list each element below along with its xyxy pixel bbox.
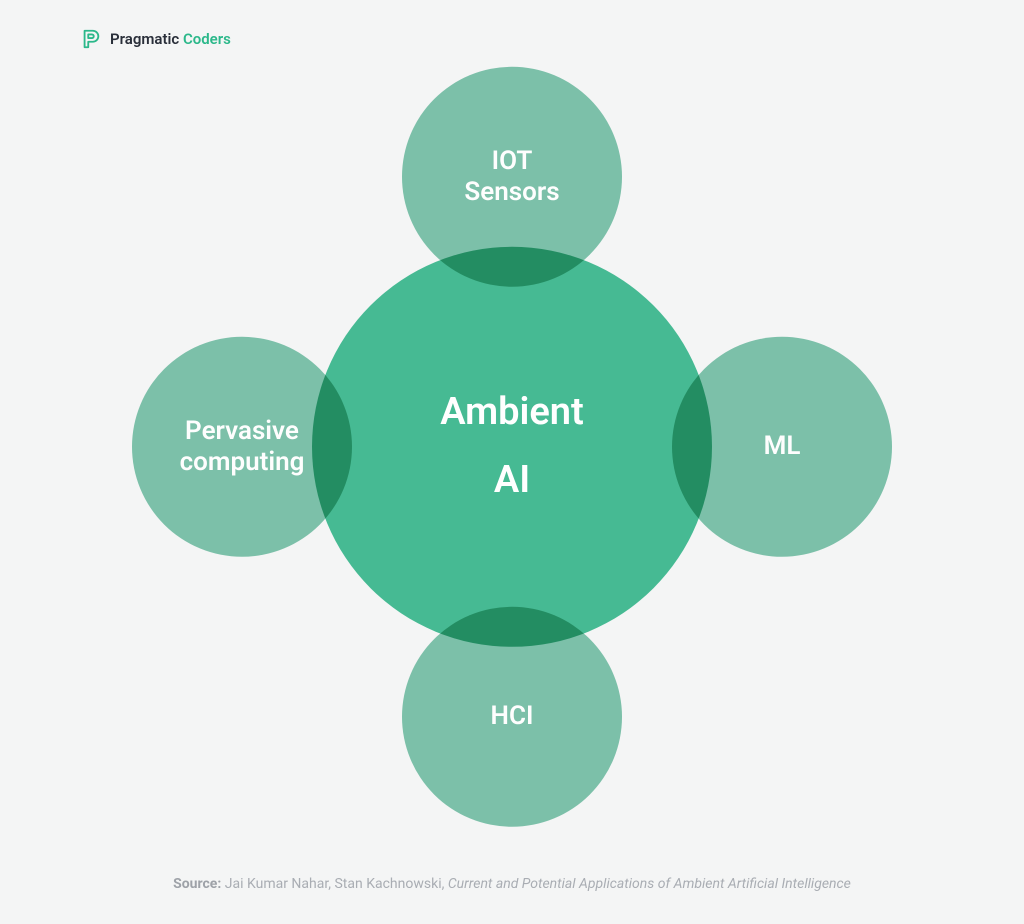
- circle-label-line1: HCI: [491, 701, 534, 732]
- circle-label-line1: IOT: [492, 146, 533, 177]
- source-authors: Jai Kumar Nahar, Stan Kachnowski,: [225, 876, 448, 892]
- canvas: Pragmatic Coders IOTSensors ML HCI Pervasiv…: [0, 0, 1024, 924]
- source-citation: Source: Jai Kumar Nahar, Stan Kachnowski…: [0, 876, 1024, 892]
- logo-word-1: Pragmatic: [110, 30, 179, 48]
- logo-p-icon: [80, 28, 102, 50]
- brand-logo: Pragmatic Coders: [80, 28, 231, 50]
- circle-label-top: IOTSensors: [464, 146, 559, 208]
- circle-label-line1: Pervasive: [185, 416, 299, 447]
- circle-label-line2: computing: [180, 447, 305, 478]
- circle-label-line1: Ambient: [440, 390, 584, 436]
- circle-label-left: Pervasivecomputing: [180, 416, 305, 478]
- circle-center: Ambient AI: [312, 247, 712, 647]
- circle-label-line2: Sensors: [464, 177, 559, 208]
- circle-label-right: ML: [764, 431, 801, 462]
- logo-word-2: Coders: [183, 30, 231, 48]
- circle-label-line1: ML: [764, 431, 801, 462]
- circle-label-bottom: HCI: [491, 701, 534, 732]
- circle-label-line2: AI: [494, 458, 530, 504]
- circle-label-center: Ambient AI: [440, 390, 584, 503]
- source-prefix: Source:: [173, 876, 225, 892]
- venn-diagram: IOTSensors ML HCI Pervasivecomputing Ambient…: [132, 67, 892, 827]
- logo-text: Pragmatic Coders: [110, 30, 231, 48]
- source-title: Current and Potential Applications of Am…: [448, 876, 851, 892]
